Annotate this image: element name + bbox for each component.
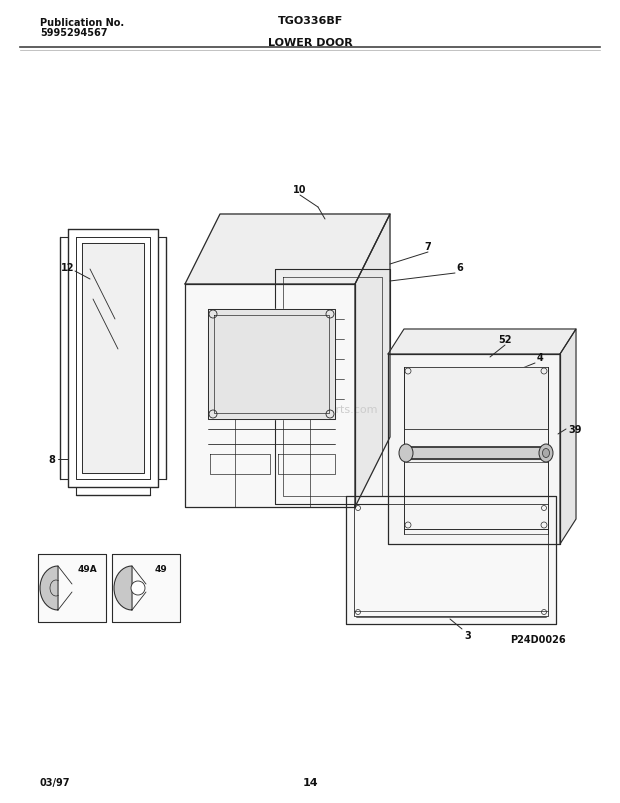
Polygon shape [38, 554, 106, 622]
Polygon shape [114, 566, 132, 610]
Text: 6: 6 [456, 263, 463, 273]
Polygon shape [355, 214, 390, 507]
Text: 03/97: 03/97 [40, 777, 71, 787]
Polygon shape [185, 284, 355, 507]
Polygon shape [346, 496, 556, 624]
Text: 5995294567: 5995294567 [40, 28, 107, 38]
Text: 7: 7 [425, 242, 432, 251]
Polygon shape [275, 270, 390, 504]
Text: 14: 14 [302, 777, 318, 787]
Polygon shape [560, 329, 576, 544]
Polygon shape [388, 329, 576, 355]
Text: 39: 39 [569, 425, 582, 434]
Polygon shape [388, 355, 560, 544]
Text: 10: 10 [293, 185, 307, 195]
Text: eReplacementParts.com: eReplacementParts.com [242, 405, 378, 414]
Text: Publication No.: Publication No. [40, 18, 124, 28]
Ellipse shape [542, 449, 549, 458]
Text: TGO336BF: TGO336BF [277, 16, 343, 26]
Ellipse shape [399, 444, 413, 463]
Circle shape [131, 581, 145, 595]
Text: LOWER DOOR: LOWER DOOR [268, 38, 352, 48]
Polygon shape [185, 214, 390, 284]
Text: 49A: 49A [77, 565, 97, 573]
Text: 12: 12 [61, 263, 75, 273]
Text: P24D0026: P24D0026 [510, 634, 565, 644]
Text: 52: 52 [498, 335, 511, 344]
Text: 8: 8 [48, 454, 55, 464]
Polygon shape [82, 243, 144, 474]
Ellipse shape [539, 444, 553, 463]
Text: 49: 49 [154, 565, 167, 573]
Polygon shape [112, 554, 180, 622]
Polygon shape [405, 447, 548, 459]
Text: 3: 3 [464, 630, 471, 640]
Polygon shape [208, 310, 335, 419]
Text: 4: 4 [537, 353, 543, 362]
Polygon shape [404, 368, 548, 430]
Polygon shape [40, 566, 58, 610]
